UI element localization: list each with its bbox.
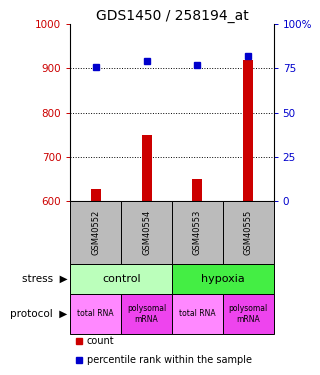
Text: hypoxia: hypoxia [201, 274, 245, 284]
Bar [70, 201, 121, 264]
Text: total RNA: total RNA [179, 309, 216, 318]
Text: percentile rank within the sample: percentile rank within the sample [87, 355, 252, 365]
Text: count: count [87, 336, 114, 346]
Text: polysomal
mRNA: polysomal mRNA [127, 304, 166, 324]
Bar [172, 201, 223, 264]
Text: polysomal
mRNA: polysomal mRNA [228, 304, 268, 324]
Bar [121, 201, 172, 264]
Bar [243, 60, 253, 201]
Text: GSM40555: GSM40555 [244, 210, 253, 255]
Text: protocol  ▶: protocol ▶ [10, 309, 67, 319]
Text: GSM40554: GSM40554 [142, 210, 151, 255]
Text: GSM40552: GSM40552 [91, 210, 100, 255]
Bar [192, 179, 203, 201]
Bar [70, 294, 121, 334]
Bar [223, 201, 274, 264]
Text: GSM40553: GSM40553 [193, 210, 202, 255]
Bar [70, 264, 172, 294]
Bar [172, 264, 274, 294]
Text: control: control [102, 274, 140, 284]
Title: GDS1450 / 258194_at: GDS1450 / 258194_at [96, 9, 248, 23]
Text: stress  ▶: stress ▶ [21, 274, 67, 284]
Bar [223, 294, 274, 334]
Bar [172, 294, 223, 334]
Text: total RNA: total RNA [77, 309, 114, 318]
Bar [91, 189, 101, 201]
Bar [141, 135, 152, 201]
Bar [121, 294, 172, 334]
